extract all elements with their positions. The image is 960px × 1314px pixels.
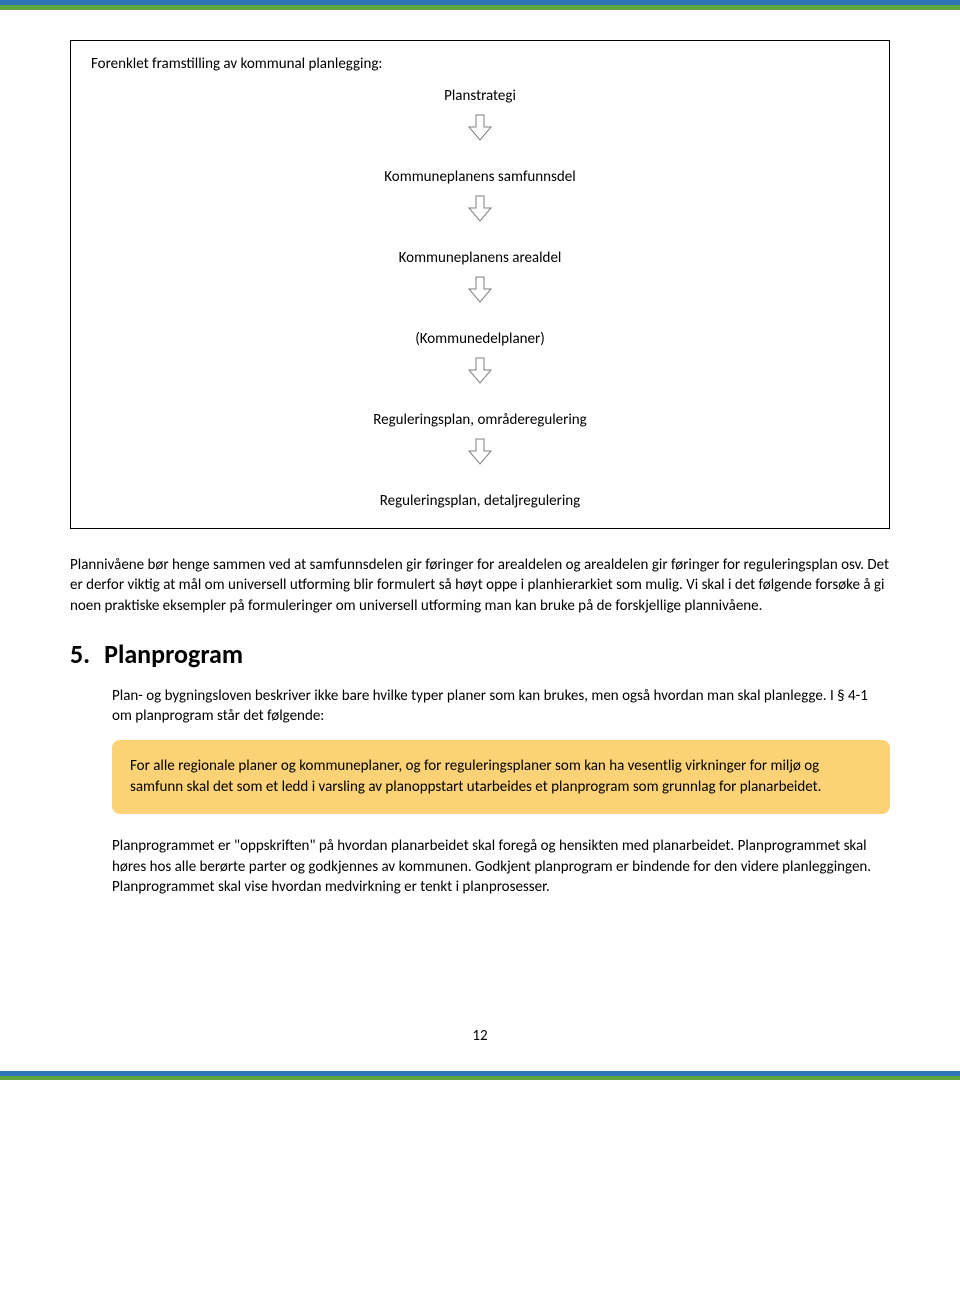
section-paragraph-2: Planprogrammet er "oppskriften" på hvord… — [112, 836, 890, 897]
flow-step-0: Planstrategi — [444, 87, 516, 105]
flow-diagram-box: Forenklet framstilling av kommunal planl… — [70, 40, 890, 529]
section-body: Plan- og bygningsloven beskriver ikke ba… — [70, 686, 890, 897]
section-title: Planprogram — [104, 638, 243, 670]
paragraph-plannivaaene: Plannivåene bør henge sammen ved at samf… — [70, 555, 890, 616]
down-arrow-icon — [466, 437, 494, 472]
page-number: 12 — [70, 1027, 890, 1051]
diagram-title: Forenklet framstilling av kommunal planl… — [91, 55, 869, 73]
flow-step-1: Kommuneplanens samfunnsdel — [384, 168, 575, 186]
flow-column: Planstrategi Kommuneplanens samfunnsdel … — [91, 87, 869, 510]
section-intro: Plan- og bygningsloven beskriver ikke ba… — [112, 686, 890, 727]
page-content: Forenklet framstilling av kommunal planl… — [0, 10, 960, 1071]
down-arrow-icon — [466, 275, 494, 310]
flow-step-5: Reguleringsplan, detaljregulering — [380, 492, 580, 510]
section-number: 5. — [70, 638, 90, 670]
section-heading-row: 5. Planprogram — [70, 638, 890, 670]
down-arrow-icon — [466, 113, 494, 148]
flow-step-4: Reguleringsplan, områderegulering — [373, 411, 587, 429]
down-arrow-icon — [466, 356, 494, 391]
flow-step-3: (Kommunedelplaner) — [415, 330, 545, 348]
bottom-bar-green — [0, 1076, 960, 1080]
flow-step-2: Kommuneplanens arealdel — [399, 249, 562, 267]
down-arrow-icon — [466, 194, 494, 229]
callout-box: For alle regionale planer og kommuneplan… — [112, 740, 890, 814]
